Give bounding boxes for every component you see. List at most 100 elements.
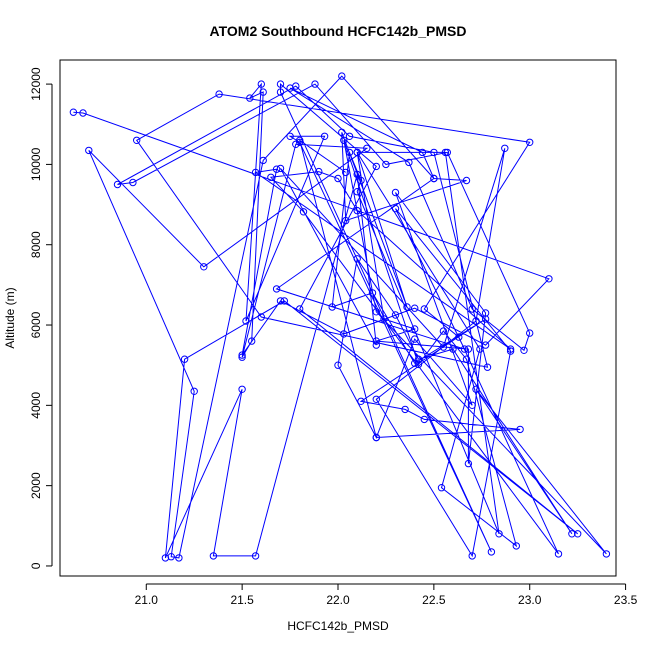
data-point <box>251 552 260 560</box>
data-point <box>353 148 361 157</box>
data-point <box>246 94 254 102</box>
data-point <box>472 385 480 393</box>
data-point <box>363 144 371 153</box>
data-point <box>133 136 141 145</box>
data-point <box>280 297 288 305</box>
data-point <box>345 148 354 157</box>
data-point <box>328 303 336 311</box>
x-tick-label: 22.0 <box>326 593 350 607</box>
data-point <box>506 345 515 353</box>
data-point <box>411 304 419 312</box>
x-tick-label: 21.0 <box>135 593 159 607</box>
data-point <box>382 160 390 169</box>
data-point <box>495 530 503 538</box>
x-axis-label: HCFC142b_PMSD <box>287 619 389 633</box>
data-point <box>296 305 304 313</box>
data-point <box>439 343 448 351</box>
data-point <box>554 550 563 558</box>
points-layer <box>69 72 611 562</box>
data-point <box>443 148 451 157</box>
data-point <box>257 80 265 88</box>
data-point <box>472 317 480 325</box>
data-point <box>526 138 534 147</box>
data-point <box>455 333 463 341</box>
data-point <box>161 554 170 562</box>
data-point <box>501 144 509 153</box>
data-point <box>512 542 520 550</box>
data-point <box>334 174 342 183</box>
data-point <box>180 355 189 363</box>
data-point <box>574 530 582 538</box>
data-point <box>353 206 361 215</box>
data-point <box>391 204 400 213</box>
data-point <box>200 263 208 271</box>
data-point <box>276 164 285 173</box>
data-point <box>468 401 476 409</box>
data-point <box>403 303 411 311</box>
data-point <box>238 385 246 393</box>
data-point <box>414 355 423 363</box>
data-point <box>405 158 413 167</box>
y-tick-label: 10000 <box>29 147 43 181</box>
data-point <box>411 335 419 343</box>
data-point <box>420 415 428 424</box>
data-point <box>238 353 246 361</box>
y-tick-label: 2000 <box>29 472 43 499</box>
data-point <box>259 88 267 96</box>
data-point <box>242 317 250 325</box>
data-point <box>209 552 218 560</box>
data-point <box>372 341 380 349</box>
data-point <box>391 188 400 197</box>
data-point <box>372 308 380 316</box>
data-point <box>345 132 354 141</box>
x-tick-label: 23.0 <box>518 593 542 607</box>
data-point <box>129 178 137 187</box>
data-point <box>85 146 93 155</box>
plot-frame <box>59 59 617 577</box>
y-tick-label: 12000 <box>29 67 43 101</box>
data-point <box>276 297 285 305</box>
data-point <box>516 425 524 434</box>
data-point <box>238 351 246 359</box>
data-point <box>401 405 409 414</box>
chart-title: ATOM2 Southbound HCFC142b_PMSD <box>210 23 467 39</box>
data-point <box>441 148 450 157</box>
data-point <box>353 188 361 196</box>
data-point <box>476 345 484 353</box>
data-point <box>296 136 304 145</box>
data-point <box>342 216 350 225</box>
data-point <box>372 162 380 171</box>
data-point <box>430 174 438 183</box>
data-point <box>526 329 534 337</box>
data-point <box>251 168 260 177</box>
data-point <box>357 176 365 185</box>
data-point <box>568 530 576 538</box>
x-tick-label: 21.5 <box>230 593 254 607</box>
data-point <box>113 180 122 189</box>
data-point <box>296 138 304 147</box>
data-point <box>420 305 428 313</box>
data-point <box>545 275 553 283</box>
data-point <box>286 132 294 141</box>
data-point <box>506 347 515 355</box>
data-point <box>468 552 476 560</box>
data-point <box>380 315 388 323</box>
y-tick-label: 4000 <box>29 392 43 419</box>
data-point <box>520 346 528 354</box>
data-point <box>190 387 198 395</box>
y-tick-label: 0 <box>29 562 43 569</box>
data-point <box>353 170 361 179</box>
data-point <box>276 80 285 88</box>
data-point <box>372 395 380 403</box>
data-point <box>372 433 380 442</box>
data-point <box>69 108 78 116</box>
series-line <box>73 75 607 559</box>
data-point <box>481 309 490 317</box>
data-point <box>372 337 380 345</box>
data-point <box>449 345 457 353</box>
data-point <box>483 363 492 371</box>
data-point <box>487 548 496 556</box>
data-point <box>338 72 346 80</box>
data-point <box>257 313 265 321</box>
